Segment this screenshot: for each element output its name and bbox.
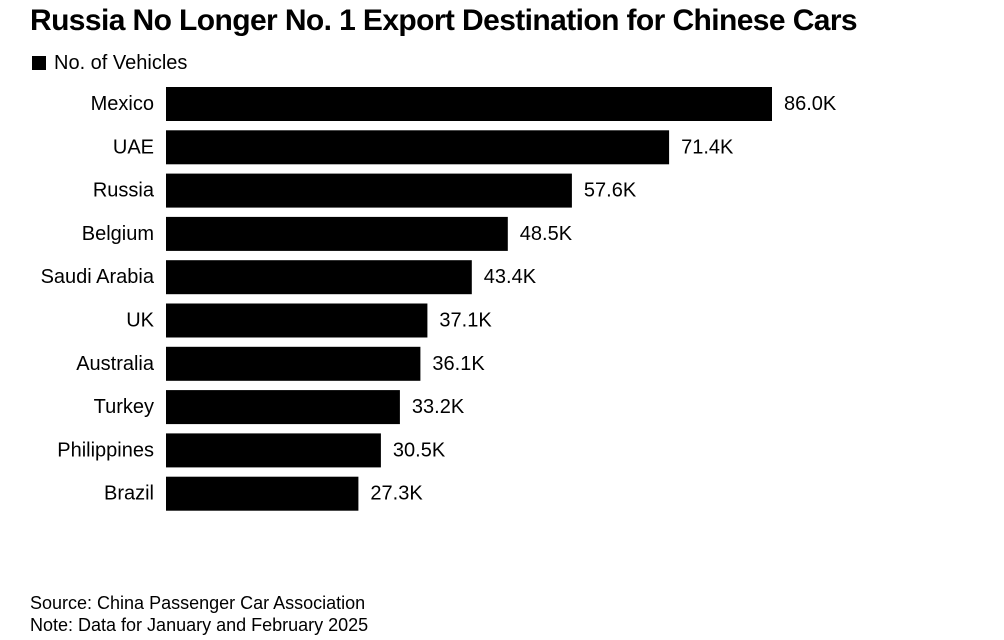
bar [166,173,572,208]
value-label: 71.4K [681,136,734,158]
category-label: Philippines [57,439,154,461]
bar [166,130,670,165]
bar [166,346,421,381]
category-label: Russia [93,180,155,202]
bar [166,303,428,338]
category-label: UK [126,310,154,332]
source-note: Source: China Passenger Car Association [30,593,366,613]
bar [166,390,400,425]
data-note: Note: Data for January and February 2025 [30,615,369,635]
category-label: Brazil [104,483,154,505]
value-label: 30.5K [393,439,446,461]
chart-footer: Source: China Passenger Car Association … [30,592,368,636]
value-label: 43.4K [484,266,537,288]
bar [166,216,508,251]
value-label: 48.5K [520,223,573,245]
bar [166,260,472,295]
bar [166,476,359,511]
legend-label: No. of Vehicles [54,51,188,74]
category-label: Mexico [91,93,154,115]
value-label: 37.1K [439,310,492,332]
value-label: 33.2K [412,396,465,418]
bar [166,433,381,468]
value-label: 36.1K [432,353,485,375]
legend-swatch [32,56,46,70]
value-label: 86.0K [784,93,837,115]
category-label: Belgium [82,223,154,245]
bar [166,87,772,121]
category-label: Saudi Arabia [41,266,155,288]
chart-legend: No. of Vehicles [32,51,187,75]
category-label: Turkey [94,396,154,418]
value-label: 27.3K [370,483,423,505]
category-label: UAE [113,136,154,158]
chart-title: Russia No Longer No. 1 Export Destinatio… [30,4,858,37]
value-label: 57.6K [584,180,637,202]
bar-chart: Mexico 86.0K UAE 71.4K Russia 57.6K Belgium 48.… [41,87,837,511]
category-label: Australia [76,353,155,375]
